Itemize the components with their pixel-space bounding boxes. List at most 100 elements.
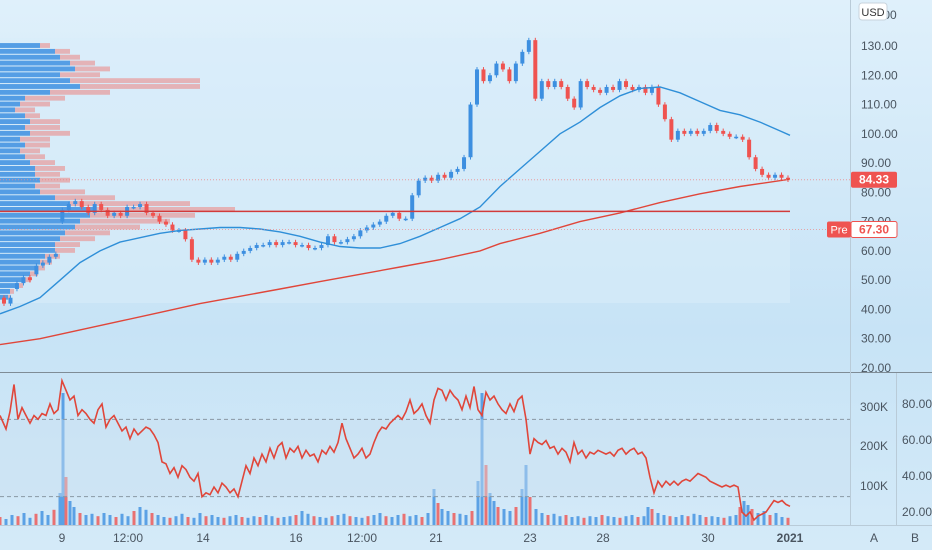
volume-profile-up-bar — [0, 201, 70, 206]
candle-body — [617, 81, 622, 90]
volume-profile-up-bar — [0, 265, 35, 271]
volume-profile-up-bar — [0, 230, 65, 236]
volume-bar — [606, 516, 610, 525]
candle-body — [99, 204, 104, 210]
volume-bar — [84, 515, 88, 525]
candle-body — [53, 253, 58, 257]
volume-profile-down-bar — [55, 48, 70, 54]
volume-bar — [28, 517, 32, 525]
candle-body — [235, 253, 240, 260]
candle-body — [209, 259, 214, 263]
volume-profile-down-bar — [80, 218, 170, 224]
candle-body — [410, 195, 415, 219]
volume-profile-down-bar — [25, 125, 60, 130]
candle-body — [423, 177, 428, 181]
candle-body — [727, 133, 732, 137]
time-tick-14: 14 — [196, 531, 210, 545]
volume-profile-down-bar — [35, 183, 60, 189]
time-tick-30: 30 — [701, 531, 715, 545]
indicator-scale-button[interactable]: B — [911, 531, 919, 545]
candle-body — [254, 245, 259, 248]
volume-profile-down-bar — [25, 154, 45, 160]
volume-bar — [52, 509, 56, 525]
volume-bar — [282, 517, 286, 525]
volume-profile-up-bar — [0, 236, 60, 242]
candle-body — [390, 212, 395, 216]
volume-bar — [686, 516, 690, 525]
candle-body — [293, 242, 298, 246]
premarket-price-label: 67.30 — [859, 223, 889, 237]
volume-bar — [186, 517, 190, 525]
volume-axis: 300K 200K 100K — [860, 400, 888, 493]
volume-bar — [780, 517, 784, 525]
candle-body — [533, 40, 538, 99]
candle-body — [708, 125, 713, 131]
volume-profile-down-bar — [55, 242, 80, 247]
volume-bar — [46, 515, 50, 525]
volume-bar — [64, 477, 68, 525]
volume-bar — [96, 516, 100, 525]
volume-bar — [600, 515, 604, 525]
candle-body — [2, 297, 6, 304]
currency-badge[interactable]: USD — [858, 2, 888, 21]
candle-body — [481, 69, 486, 82]
volume-profile-up-bar — [0, 177, 40, 183]
candle-body — [66, 204, 71, 210]
candle-body — [112, 212, 117, 216]
candle-body — [138, 204, 143, 207]
volume-profile-down-bar — [60, 236, 95, 242]
candle-body — [526, 40, 531, 52]
price-tick-100: 100.00 — [861, 127, 898, 141]
auto-scale-button[interactable]: A — [870, 531, 878, 545]
volume-bar — [508, 511, 512, 525]
indicator-series-line — [0, 377, 791, 522]
volume-bar — [384, 516, 388, 525]
volume-profile-down-bar — [40, 189, 85, 195]
candle-body — [163, 221, 168, 225]
candle-body — [60, 209, 65, 222]
volume-bar — [102, 513, 106, 525]
volume-bar — [786, 517, 790, 525]
candle-body — [721, 130, 726, 134]
price-axis: 130.00120.00110.00100.0090.0080.0070.006… — [861, 39, 898, 375]
volume-profile-up-bar — [0, 166, 35, 171]
indicator-tick-40: 40.00 — [902, 469, 932, 483]
candle-body — [345, 239, 350, 243]
volume-bar — [114, 517, 118, 525]
volume-bar — [528, 497, 532, 525]
candle-body — [73, 201, 78, 205]
volume-bar — [774, 513, 778, 525]
volume-bar — [656, 513, 660, 525]
candle-body — [79, 201, 84, 207]
candle-body — [287, 242, 292, 244]
candle-body — [662, 104, 667, 120]
candle-body — [215, 259, 220, 263]
volume-bar — [90, 513, 94, 525]
volume-bar — [674, 517, 678, 525]
volume-profile-up-bar — [0, 189, 40, 195]
candle-body — [157, 215, 162, 222]
volume-profile-down-bar — [35, 265, 45, 271]
volume-bar — [324, 517, 328, 525]
candle-body — [436, 174, 441, 181]
candle-body — [144, 204, 149, 213]
candle-body — [377, 221, 382, 225]
volume-bar — [58, 493, 62, 525]
volume-profile-up-bar — [0, 66, 75, 72]
candle-body — [332, 236, 337, 243]
volume-profile-up-bar — [0, 78, 70, 84]
candle-body — [500, 63, 505, 70]
volume-bar — [78, 513, 82, 525]
volume-bar — [72, 507, 76, 525]
candle-body — [449, 171, 454, 178]
volume-profile-up-bar — [0, 136, 20, 142]
volume-profile-up-bar — [0, 60, 70, 66]
volume-bar — [264, 515, 268, 525]
volume-profile-down-bar — [35, 171, 60, 177]
volume-profile-up-bar — [0, 72, 60, 78]
volume-bar — [558, 516, 562, 525]
volume-profile-down-bar — [18, 283, 23, 288]
volume-bar — [546, 515, 550, 525]
candle-body — [371, 224, 376, 228]
